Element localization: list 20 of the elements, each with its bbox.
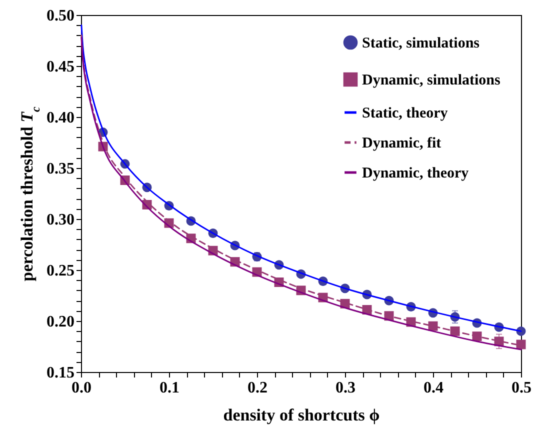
- legend-label: Dynamic, theory: [362, 166, 470, 182]
- legend-label: Dynamic, fit: [362, 136, 442, 152]
- y-tick-label: 0.35: [46, 160, 74, 178]
- legend-label: Dynamic, simulations: [362, 72, 501, 88]
- y-tick-label: 0.50: [46, 8, 74, 24]
- x-axis-title: density of shortcuts ϕ: [223, 406, 380, 424]
- legend-label: Static, simulations: [362, 36, 480, 52]
- x-tick-label: 0.3: [336, 380, 356, 396]
- legend-label: Static, theory: [362, 106, 448, 122]
- y-tick-label: 0.15: [46, 364, 74, 382]
- x-tick-label: 0.4: [424, 380, 444, 396]
- y-tick-label: 0.30: [46, 212, 74, 228]
- y-tick-label: 0.20: [46, 314, 74, 330]
- x-tick-label: 0.1: [160, 380, 180, 396]
- x-tick-label: 0.0: [72, 380, 92, 396]
- y-tick-label: 0.40: [46, 110, 74, 126]
- x-tick-label: 0.2: [248, 380, 268, 396]
- y-tick-label: 0.45: [46, 58, 74, 76]
- y-tick-label: 0.25: [46, 262, 74, 280]
- x-tick-label: 0.5: [512, 380, 532, 396]
